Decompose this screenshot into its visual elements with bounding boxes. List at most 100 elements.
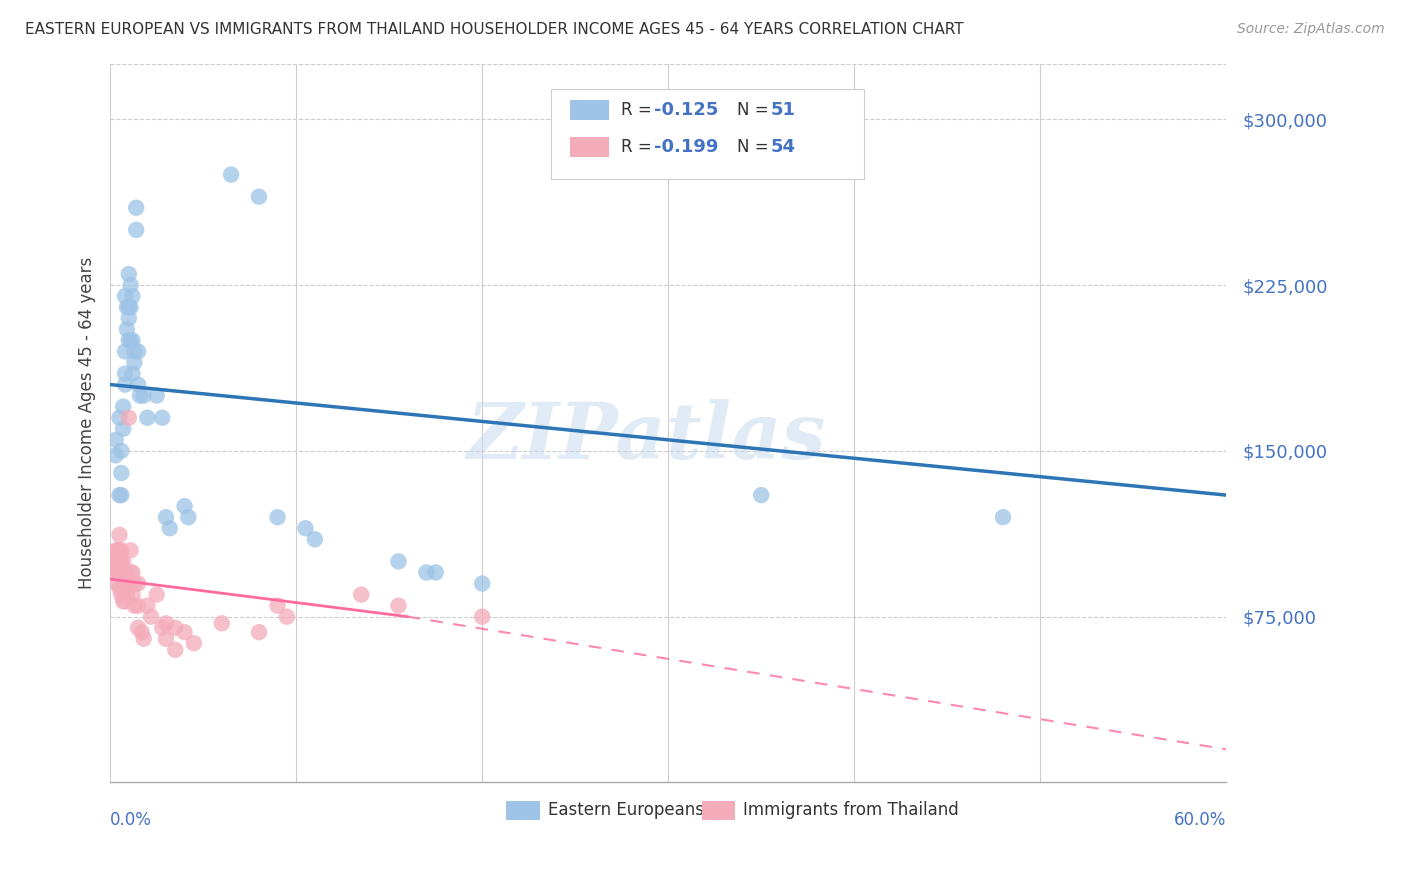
Point xyxy=(104,566,127,580)
Point xyxy=(471,576,494,591)
Point xyxy=(104,433,127,447)
Point xyxy=(121,367,143,381)
Point xyxy=(110,543,132,558)
Point xyxy=(120,300,142,314)
Point xyxy=(127,344,149,359)
Point xyxy=(118,410,141,425)
Point xyxy=(125,223,148,237)
Point xyxy=(183,636,205,650)
Point xyxy=(114,367,136,381)
Point xyxy=(124,599,146,613)
Point xyxy=(132,389,155,403)
Point xyxy=(132,632,155,646)
Point xyxy=(155,510,177,524)
Point xyxy=(112,400,135,414)
Y-axis label: Householder Income Ages 45 - 64 years: Householder Income Ages 45 - 64 years xyxy=(79,257,96,590)
Point xyxy=(471,609,494,624)
Point xyxy=(266,599,288,613)
Point xyxy=(108,566,131,580)
Point xyxy=(991,510,1014,524)
Text: R =: R = xyxy=(621,138,658,156)
Text: Immigrants from Thailand: Immigrants from Thailand xyxy=(742,802,959,820)
Point xyxy=(173,499,195,513)
Point xyxy=(118,267,141,281)
Point xyxy=(110,566,132,580)
Point xyxy=(127,599,149,613)
Point xyxy=(115,322,138,336)
Point xyxy=(121,566,143,580)
Point xyxy=(136,410,159,425)
Point xyxy=(108,543,131,558)
Point xyxy=(121,588,143,602)
Point xyxy=(121,334,143,348)
Point xyxy=(112,422,135,436)
Point xyxy=(211,616,233,631)
Point xyxy=(108,581,131,595)
Bar xyxy=(506,801,540,820)
Point xyxy=(104,543,127,558)
Text: 0.0%: 0.0% xyxy=(110,811,152,830)
Point xyxy=(110,554,132,568)
FancyBboxPatch shape xyxy=(551,89,863,179)
Point xyxy=(114,566,136,580)
Point xyxy=(107,566,129,580)
Point xyxy=(124,344,146,359)
Point xyxy=(266,510,288,524)
Point xyxy=(247,625,270,640)
Point xyxy=(120,566,142,580)
Point xyxy=(415,566,437,580)
Point xyxy=(115,300,138,314)
Point xyxy=(139,609,162,624)
Text: 60.0%: 60.0% xyxy=(1174,811,1226,830)
Point xyxy=(159,521,181,535)
Point xyxy=(145,588,167,602)
Text: 51: 51 xyxy=(770,101,796,119)
Point xyxy=(107,576,129,591)
Point xyxy=(110,443,132,458)
Point xyxy=(108,554,131,568)
Text: ZIPatlas: ZIPatlas xyxy=(467,400,825,475)
Point xyxy=(112,581,135,595)
Point xyxy=(115,576,138,591)
Point xyxy=(120,278,142,293)
Point xyxy=(118,311,141,326)
Bar xyxy=(569,100,609,120)
Point xyxy=(107,554,129,568)
Point xyxy=(219,168,242,182)
Text: -0.199: -0.199 xyxy=(654,138,718,156)
Bar xyxy=(569,137,609,158)
Point xyxy=(124,355,146,369)
Point xyxy=(127,377,149,392)
Point xyxy=(155,616,177,631)
Point xyxy=(125,201,148,215)
Point xyxy=(150,410,173,425)
Point xyxy=(120,334,142,348)
Point xyxy=(165,643,187,657)
Point xyxy=(136,599,159,613)
Text: EASTERN EUROPEAN VS IMMIGRANTS FROM THAILAND HOUSEHOLDER INCOME AGES 45 - 64 YEA: EASTERN EUROPEAN VS IMMIGRANTS FROM THAI… xyxy=(25,22,965,37)
Bar xyxy=(702,801,735,820)
Point xyxy=(124,576,146,591)
Point xyxy=(104,554,127,568)
Point xyxy=(127,621,149,635)
Point xyxy=(114,576,136,591)
Point xyxy=(294,521,316,535)
Point xyxy=(165,621,187,635)
Point xyxy=(114,377,136,392)
Text: Eastern Europeans: Eastern Europeans xyxy=(548,802,703,820)
Point xyxy=(425,566,447,580)
Point xyxy=(114,594,136,608)
Text: -0.125: -0.125 xyxy=(654,101,718,119)
Text: N =: N = xyxy=(737,101,775,119)
Text: Source: ZipAtlas.com: Source: ZipAtlas.com xyxy=(1237,22,1385,37)
Point xyxy=(121,289,143,303)
Point xyxy=(145,389,167,403)
Point xyxy=(749,488,772,502)
Text: 54: 54 xyxy=(770,138,796,156)
Point xyxy=(387,554,409,568)
Point xyxy=(131,625,153,640)
Point xyxy=(118,334,141,348)
Point xyxy=(127,576,149,591)
Point xyxy=(247,190,270,204)
Point xyxy=(387,599,409,613)
